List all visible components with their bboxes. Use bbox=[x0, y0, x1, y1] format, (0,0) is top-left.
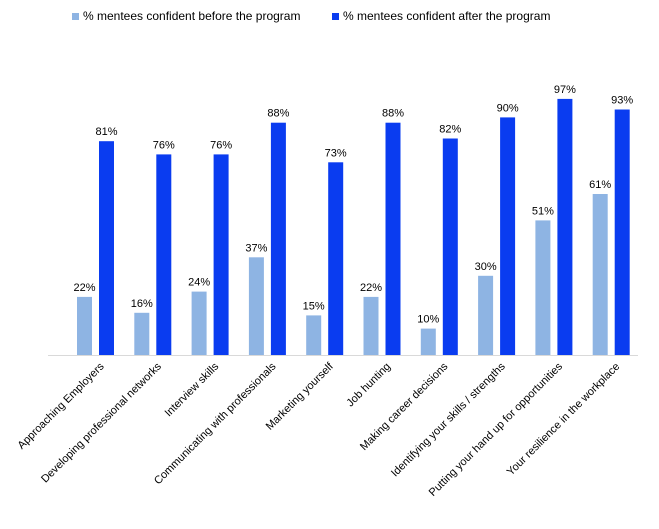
value-label-before-5: 22% bbox=[360, 282, 382, 294]
bars-group bbox=[77, 98, 630, 356]
bar-before-6 bbox=[420, 328, 436, 355]
category-label-1: Developing professional networks bbox=[39, 360, 164, 485]
bar-before-1 bbox=[134, 312, 150, 355]
legend-item-before: % mentees confident before the program bbox=[72, 9, 300, 23]
value-label-after-0: 81% bbox=[95, 126, 117, 138]
bar-after-9 bbox=[614, 109, 630, 355]
value-labels-group: 22% 81% 16% 76% 24% 76% 37% 88% 15% 73% 22% 88% 10% 8… bbox=[73, 84, 633, 326]
category-label-3: Communicating with professionals bbox=[152, 360, 279, 487]
value-label-before-3: 37% bbox=[245, 242, 267, 254]
bar-after-7 bbox=[500, 117, 516, 356]
value-label-before-7: 30% bbox=[475, 261, 497, 273]
bar-after-5 bbox=[385, 122, 401, 355]
value-label-before-2: 24% bbox=[188, 277, 210, 289]
value-label-before-8: 51% bbox=[532, 205, 554, 217]
chart-legend: % mentees confident before the program %… bbox=[0, 9, 659, 29]
value-label-after-8: 97% bbox=[554, 84, 576, 96]
bar-after-3 bbox=[270, 122, 286, 355]
value-label-after-9: 93% bbox=[611, 95, 633, 107]
category-label-2: Interview skills bbox=[163, 360, 222, 419]
value-label-after-1: 76% bbox=[153, 139, 175, 151]
bar-after-2 bbox=[213, 154, 229, 355]
value-label-after-2: 76% bbox=[210, 139, 232, 151]
bar-before-7 bbox=[478, 275, 494, 355]
value-label-before-4: 15% bbox=[303, 300, 325, 312]
value-label-after-7: 90% bbox=[497, 102, 519, 114]
bar-before-9 bbox=[592, 194, 608, 355]
value-label-before-9: 61% bbox=[589, 179, 611, 191]
legend-swatch-before bbox=[72, 12, 79, 20]
bar-after-6 bbox=[442, 138, 458, 355]
bar-before-0 bbox=[77, 296, 92, 355]
bar-before-4 bbox=[306, 315, 322, 355]
value-label-after-4: 73% bbox=[325, 147, 347, 159]
value-label-before-1: 16% bbox=[131, 298, 153, 310]
value-label-before-0: 22% bbox=[73, 282, 95, 294]
bar-after-0 bbox=[99, 141, 114, 355]
legend-item-after: % mentees confident after the program bbox=[332, 9, 550, 23]
category-label-7: Identifying your skills / strengths bbox=[389, 360, 508, 479]
bar-before-3 bbox=[248, 257, 264, 355]
value-label-after-6: 82% bbox=[439, 124, 461, 136]
bar-before-2 bbox=[191, 291, 207, 355]
category-label-5: Job hunting bbox=[344, 361, 393, 410]
legend-label-after: % mentees confident after the program bbox=[343, 9, 551, 23]
value-label-after-3: 88% bbox=[267, 108, 289, 120]
legend-label-before: % mentees confident before the program bbox=[83, 9, 301, 23]
value-label-before-6: 10% bbox=[417, 314, 439, 326]
bar-before-5 bbox=[363, 296, 379, 355]
bar-before-8 bbox=[535, 220, 551, 355]
bar-after-4 bbox=[328, 162, 344, 355]
category-label-9: Your resilience in the workplace bbox=[505, 361, 623, 479]
value-label-after-5: 88% bbox=[382, 108, 404, 120]
legend-swatch-after bbox=[332, 12, 339, 20]
bar-after-8 bbox=[557, 98, 573, 356]
bar-after-1 bbox=[156, 154, 172, 355]
